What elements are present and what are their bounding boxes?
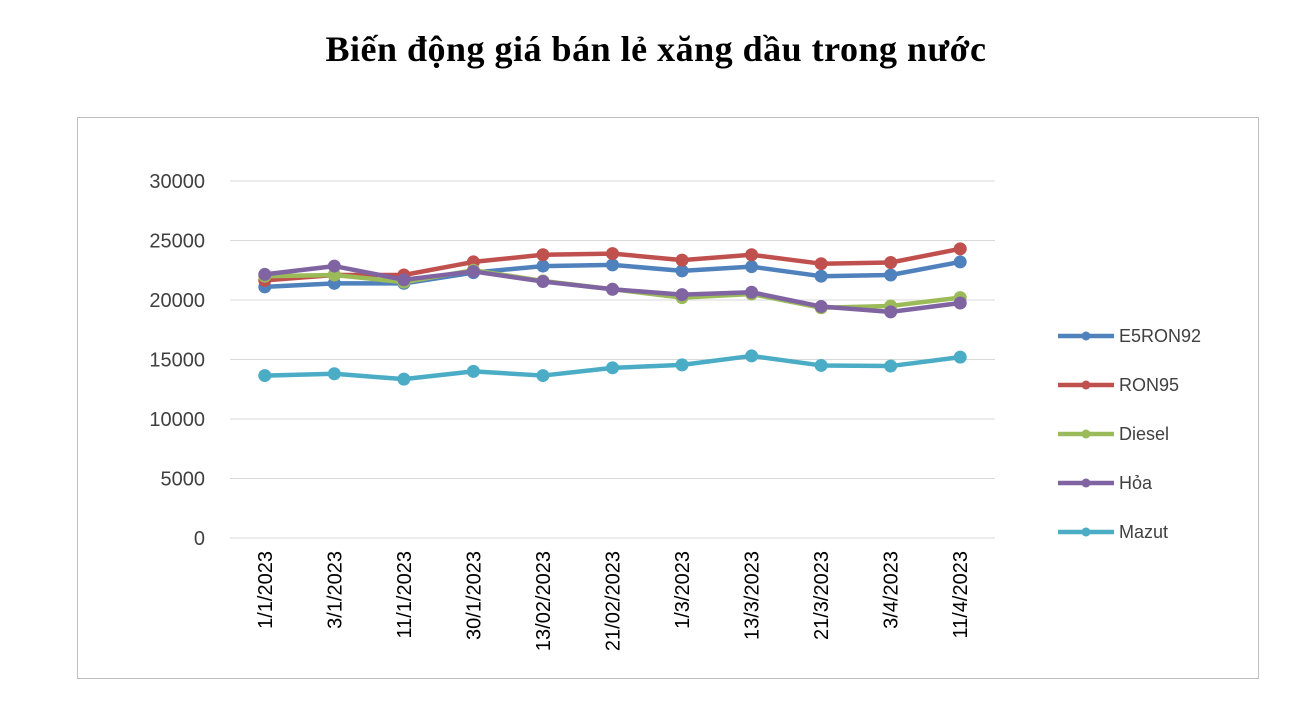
- y-tick-label: 20000: [149, 290, 205, 312]
- data-point: [258, 369, 272, 383]
- legend-item: RON95: [1058, 375, 1179, 395]
- y-tick-label: 15000: [149, 350, 205, 372]
- legend-marker: [1081, 527, 1091, 537]
- chart-frame: [77, 117, 1259, 679]
- data-point: [397, 273, 411, 287]
- data-point: [397, 372, 411, 386]
- x-tick-label: 30/1/2023: [463, 551, 485, 640]
- data-point: [327, 259, 341, 273]
- legend-item: Diesel: [1058, 424, 1169, 444]
- data-point: [675, 358, 689, 372]
- series-hỏa: [258, 259, 967, 319]
- y-tick-label: 30000: [149, 171, 205, 193]
- legend-label: E5RON92: [1119, 326, 1201, 346]
- data-point: [884, 268, 898, 282]
- x-axis: 1/1/2023 3/1/2023 11/1/2023 30/1/2023 13/02/…: [255, 551, 972, 651]
- data-point: [953, 296, 967, 310]
- x-tick-label: 1/3/2023: [672, 551, 694, 629]
- x-tick-label: 13/02/2023: [533, 551, 555, 651]
- x-tick-label: 21/3/2023: [811, 551, 833, 640]
- data-point: [606, 361, 619, 375]
- data-point: [675, 253, 689, 267]
- data-point: [745, 248, 759, 262]
- data-point: [953, 242, 967, 256]
- legend-label: Mazut: [1119, 522, 1168, 542]
- legend-label: RON95: [1119, 375, 1179, 395]
- legend-item: E5RON92: [1058, 326, 1201, 346]
- data-point: [745, 285, 759, 299]
- legend-label: Diesel: [1119, 424, 1169, 444]
- data-point: [536, 275, 550, 289]
- legend-item: Hỏa: [1058, 473, 1153, 493]
- data-point: [536, 248, 550, 262]
- data-point: [327, 268, 341, 282]
- legend-marker: [1081, 331, 1091, 341]
- data-point: [884, 256, 898, 270]
- y-tick-label: 0: [194, 528, 205, 550]
- data-point: [675, 288, 689, 302]
- data-point: [466, 264, 480, 278]
- series-lines: [258, 242, 967, 386]
- x-tick-label: 11/1/2023: [394, 551, 416, 639]
- data-point: [953, 255, 967, 269]
- data-point: [814, 257, 828, 271]
- legend-marker: [1081, 380, 1091, 390]
- data-point: [606, 247, 619, 261]
- y-tick-label: 10000: [149, 409, 205, 431]
- legend-label: Hỏa: [1119, 473, 1153, 493]
- data-point: [953, 350, 967, 364]
- data-point: [884, 359, 898, 373]
- data-point: [745, 349, 759, 363]
- y-tick-label: 25000: [149, 231, 205, 253]
- data-point: [606, 258, 619, 272]
- data-point: [814, 300, 828, 314]
- x-tick-label: 21/02/2023: [603, 551, 625, 651]
- x-tick-label: 3/1/2023: [324, 551, 346, 629]
- data-point: [884, 305, 898, 319]
- legend-item: Mazut: [1058, 522, 1168, 542]
- data-point: [675, 264, 689, 278]
- data-point: [258, 267, 272, 281]
- data-point: [814, 269, 828, 283]
- y-tick-label: 5000: [161, 469, 206, 491]
- x-tick-label: 11/4/2023: [950, 551, 972, 639]
- data-point: [327, 367, 341, 381]
- data-point: [814, 358, 828, 372]
- legend: E5RON92 RON95 Diesel Hỏa Mazut: [1058, 326, 1201, 542]
- x-tick-label: 13/3/2023: [742, 551, 764, 640]
- data-point: [536, 369, 550, 383]
- y-axis: 0 5000 10000 15000 20000 25000 30000: [149, 171, 205, 550]
- x-tick-label: 1/1/2023: [255, 551, 277, 629]
- legend-marker: [1081, 429, 1091, 439]
- legend-marker: [1081, 478, 1091, 488]
- data-point: [536, 259, 550, 273]
- gridlines: [230, 180, 995, 539]
- data-point: [745, 260, 759, 274]
- x-tick-label: 3/4/2023: [881, 551, 903, 629]
- series-mazut: [258, 349, 967, 386]
- chart-title: Biến động giá bán lẻ xăng dầu trong nước: [325, 29, 987, 69]
- data-point: [466, 364, 480, 378]
- data-point: [606, 282, 619, 296]
